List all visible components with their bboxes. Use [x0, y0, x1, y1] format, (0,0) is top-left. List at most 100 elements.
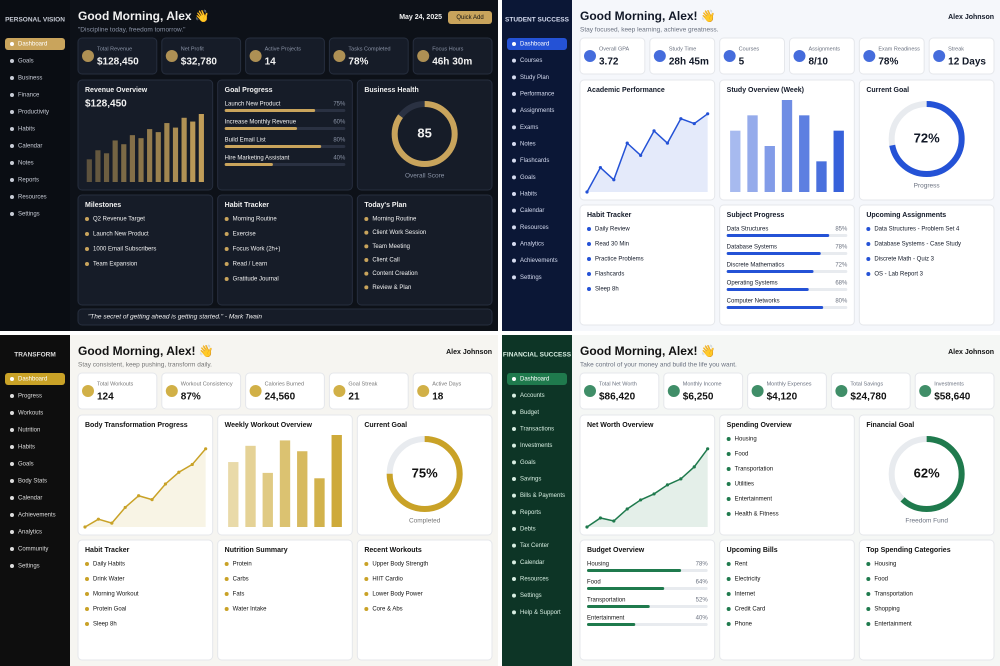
- nav-item[interactable]: Study Plan: [520, 75, 549, 81]
- list-item: Food: [874, 577, 888, 583]
- nav-item[interactable]: Settings: [520, 275, 542, 281]
- stat-value: $24,780: [850, 392, 887, 403]
- nav-item[interactable]: Analytics: [18, 530, 42, 536]
- nav-item[interactable]: Investments: [520, 443, 552, 449]
- nav-icon: [10, 127, 14, 131]
- nav-item[interactable]: Accounts: [520, 393, 545, 399]
- stat-icon: [333, 385, 346, 397]
- panel-title: Subject Progress: [727, 212, 785, 219]
- bar: [198, 114, 204, 182]
- nav-item[interactable]: Calendar: [18, 144, 42, 150]
- nav-item[interactable]: Reports: [18, 178, 39, 184]
- nav-item[interactable]: Savings: [520, 477, 541, 483]
- stat-label: Exam Readiness: [878, 46, 920, 52]
- nav-item[interactable]: Flashcards: [520, 158, 549, 164]
- progress-name: Entertainment: [587, 616, 625, 622]
- nav-item[interactable]: Resources: [520, 577, 549, 583]
- stat-value: 87%: [181, 392, 201, 403]
- nav-item[interactable]: Goals: [18, 59, 34, 65]
- bar: [331, 435, 342, 527]
- line-point: [639, 153, 643, 157]
- nav-icon: [10, 110, 14, 114]
- nav-item[interactable]: Tax Center: [520, 543, 549, 549]
- stat-icon: [751, 385, 764, 397]
- nav-item[interactable]: Calendar: [520, 560, 544, 566]
- nav-icon: [512, 58, 516, 63]
- nav-item[interactable]: Habits: [18, 127, 35, 133]
- nav-icon: [10, 161, 14, 165]
- quick-add-label[interactable]: Quick Add: [456, 15, 483, 21]
- stat-value: 24,560: [265, 392, 296, 403]
- stat-label: Active Days: [432, 381, 461, 387]
- bar: [172, 127, 179, 182]
- bar: [781, 100, 793, 192]
- nav-item[interactable]: Productivity: [18, 110, 49, 116]
- list-item: Phone: [735, 622, 753, 628]
- list-bullet: [364, 592, 369, 596]
- nav-item[interactable]: Debts: [520, 527, 536, 533]
- panel-title: Business Health: [364, 87, 418, 94]
- stat-card: [928, 37, 995, 75]
- nav-item[interactable]: Budget: [520, 410, 539, 416]
- nav-item[interactable]: Help & Support: [520, 610, 561, 616]
- nav-item[interactable]: Body Stats: [18, 479, 47, 485]
- nav-item[interactable]: Goals: [520, 460, 536, 466]
- nav-item[interactable]: Resources: [18, 195, 47, 201]
- donut-value: 75%: [412, 465, 438, 480]
- nav-item[interactable]: Dashboard: [18, 377, 47, 383]
- nav-item[interactable]: Progress: [18, 394, 42, 400]
- list-bullet: [866, 227, 871, 231]
- list-item: Morning Routine: [233, 217, 278, 223]
- nav-item[interactable]: Reports: [520, 510, 541, 516]
- nav-item[interactable]: Business: [18, 76, 42, 82]
- nav-item[interactable]: Goals: [18, 462, 34, 468]
- stat-card: [830, 372, 911, 410]
- line-point: [692, 121, 696, 126]
- nav-item[interactable]: Goals: [520, 175, 536, 181]
- nav-item[interactable]: Nutrition: [18, 428, 40, 434]
- nav-item[interactable]: Settings: [18, 564, 40, 570]
- list-bullet: [224, 232, 229, 236]
- progress-name: Data Structures: [727, 227, 769, 233]
- nav-icon: [10, 564, 14, 568]
- nav-item[interactable]: Settings: [18, 212, 40, 218]
- nav-item[interactable]: Settings: [520, 593, 542, 599]
- nav-icon: [10, 93, 14, 97]
- nav-icon: [512, 125, 516, 130]
- nav-item[interactable]: Notes: [520, 142, 536, 148]
- quick-add-button[interactable]: [448, 11, 492, 24]
- stat-card: [412, 37, 493, 75]
- panel: [579, 414, 716, 536]
- nav-item[interactable]: Dashboard: [520, 42, 549, 48]
- nav-item[interactable]: Resources: [520, 225, 549, 231]
- list-bullet: [726, 607, 731, 611]
- nav-item[interactable]: Community: [18, 547, 48, 553]
- nav-item[interactable]: Assignments: [520, 108, 554, 114]
- nav-item[interactable]: Notes: [18, 161, 34, 167]
- stat-value: 8/10: [809, 57, 829, 68]
- list-bullet: [866, 272, 871, 276]
- nav-item[interactable]: Dashboard: [520, 377, 549, 383]
- nav-item[interactable]: Habits: [18, 445, 35, 451]
- nav-item[interactable]: Achievements: [18, 513, 56, 519]
- line-point: [679, 477, 683, 481]
- nav-item[interactable]: Performance: [520, 92, 555, 98]
- nav-item[interactable]: Dashboard: [18, 42, 47, 48]
- nav-item[interactable]: Exams: [520, 125, 538, 131]
- list-item: Entertainment: [735, 497, 773, 503]
- nav-icon: [512, 242, 516, 246]
- nav-item[interactable]: Bills & Payments: [520, 493, 565, 499]
- stat-value: $86,420: [599, 392, 636, 403]
- nav-item[interactable]: Finance: [18, 93, 40, 99]
- nav-item[interactable]: Achievements: [520, 258, 558, 264]
- brand: TRANSFORM: [14, 352, 56, 359]
- nav-item[interactable]: Transactions: [520, 427, 554, 433]
- nav-item[interactable]: Calendar: [18, 496, 42, 502]
- nav-item[interactable]: Analytics: [520, 242, 544, 248]
- nav-item[interactable]: Courses: [520, 58, 542, 64]
- nav-item[interactable]: Workouts: [18, 411, 43, 417]
- nav-item[interactable]: Calendar: [520, 208, 544, 214]
- nav-item[interactable]: Habits: [520, 192, 537, 198]
- stat-icon: [933, 50, 946, 62]
